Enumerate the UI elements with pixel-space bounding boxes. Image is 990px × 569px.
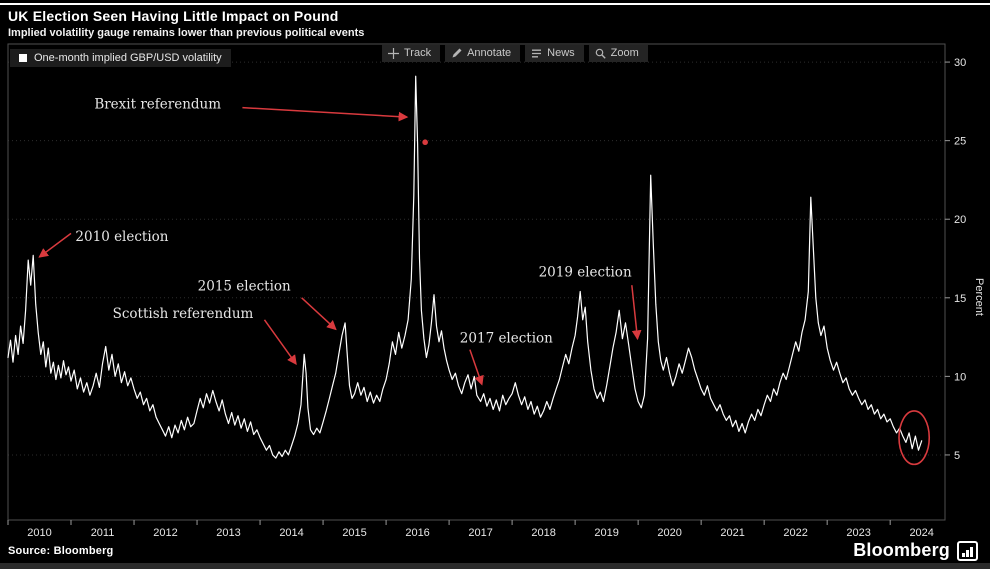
- page-subtitle: Implied volatility gauge remains lower t…: [8, 27, 365, 39]
- x-tick-label: 2014: [279, 527, 303, 539]
- y-tick-label: 25: [954, 136, 966, 148]
- page-title: UK Election Seen Having Little Impact on…: [8, 8, 339, 24]
- legend-label: One-month implied GBP/USD volatility: [34, 52, 222, 64]
- event-dot: [422, 139, 428, 146]
- annotate-label: Annotate: [467, 47, 512, 59]
- top-divider: [0, 3, 990, 5]
- x-tick-label: 2010: [27, 527, 51, 539]
- x-tick-label: 2023: [846, 527, 870, 539]
- annotation-label: Scottish referendum: [113, 306, 254, 322]
- zoom-icon: [595, 48, 606, 59]
- x-tick-label: 2021: [720, 527, 744, 539]
- x-tick-label: 2022: [783, 527, 807, 539]
- bloomberg-logo: Bloomberg: [853, 540, 978, 561]
- y-tick-label: 20: [954, 214, 966, 226]
- legend-item[interactable]: One-month implied GBP/USD volatility: [10, 49, 231, 67]
- annotation-label: 2019 election: [539, 265, 632, 281]
- annotate-icon: [451, 48, 462, 59]
- x-tick-label: 2020: [657, 527, 681, 539]
- annotate-button[interactable]: Annotate: [445, 45, 521, 62]
- y-tick-label: 15: [954, 293, 966, 305]
- x-tick-label: 2016: [405, 527, 429, 539]
- news-icon: [531, 48, 542, 59]
- x-tick-label: 2018: [531, 527, 555, 539]
- volatility-line: [7, 75, 923, 459]
- source-note: Source: Bloomberg: [8, 545, 114, 557]
- news-button[interactable]: News: [525, 45, 584, 62]
- x-tick-label: 2024: [909, 527, 933, 539]
- plot-frame: [7, 43, 946, 521]
- annotation-arrow: [469, 349, 484, 386]
- bloomberg-wordmark: Bloomberg: [853, 540, 950, 560]
- y-tick-label: 10: [954, 371, 966, 383]
- x-tick-label: 2015: [342, 527, 366, 539]
- highlight-ellipse: [898, 410, 931, 466]
- chart-svg[interactable]: 2010 2011 2012 2013 2014 2015 2016 2017 2018 2019…: [0, 42, 990, 542]
- news-label: News: [547, 47, 575, 59]
- annotation-arrow: [38, 232, 72, 258]
- y-tick-label: 30: [954, 57, 966, 69]
- annotation-label: 2015 election: [198, 279, 291, 295]
- x-tick-label: 2017: [468, 527, 492, 539]
- annotation-arrow: [263, 319, 297, 365]
- x-tick-label: 2011: [91, 527, 115, 539]
- track-label: Track: [404, 47, 432, 59]
- x-tick-label: 2013: [216, 527, 240, 539]
- annotation-arrow: [631, 285, 642, 341]
- annotation-label: 2010 election: [75, 229, 168, 245]
- bloomberg-media-icon: [957, 540, 978, 561]
- annotation-arrow: [242, 106, 409, 122]
- track-button[interactable]: Track: [382, 45, 441, 62]
- annotation-label: Brexit referendum: [94, 96, 221, 112]
- series-marker-icon: [19, 54, 27, 62]
- x-tick-label: 2019: [594, 527, 618, 539]
- x-tick-label: 2012: [153, 527, 177, 539]
- annotation-arrow: [301, 297, 337, 331]
- chart-toolbar: Track Annotate News Zoom: [382, 45, 648, 62]
- track-icon: [388, 48, 399, 59]
- axis-title-percent: Percent: [973, 278, 985, 316]
- annotation-label: 2017 election: [460, 331, 553, 347]
- y-tick-label: 5: [954, 450, 960, 462]
- zoom-button[interactable]: Zoom: [588, 45, 648, 62]
- zoom-label: Zoom: [610, 47, 639, 59]
- window-edge: [0, 563, 990, 569]
